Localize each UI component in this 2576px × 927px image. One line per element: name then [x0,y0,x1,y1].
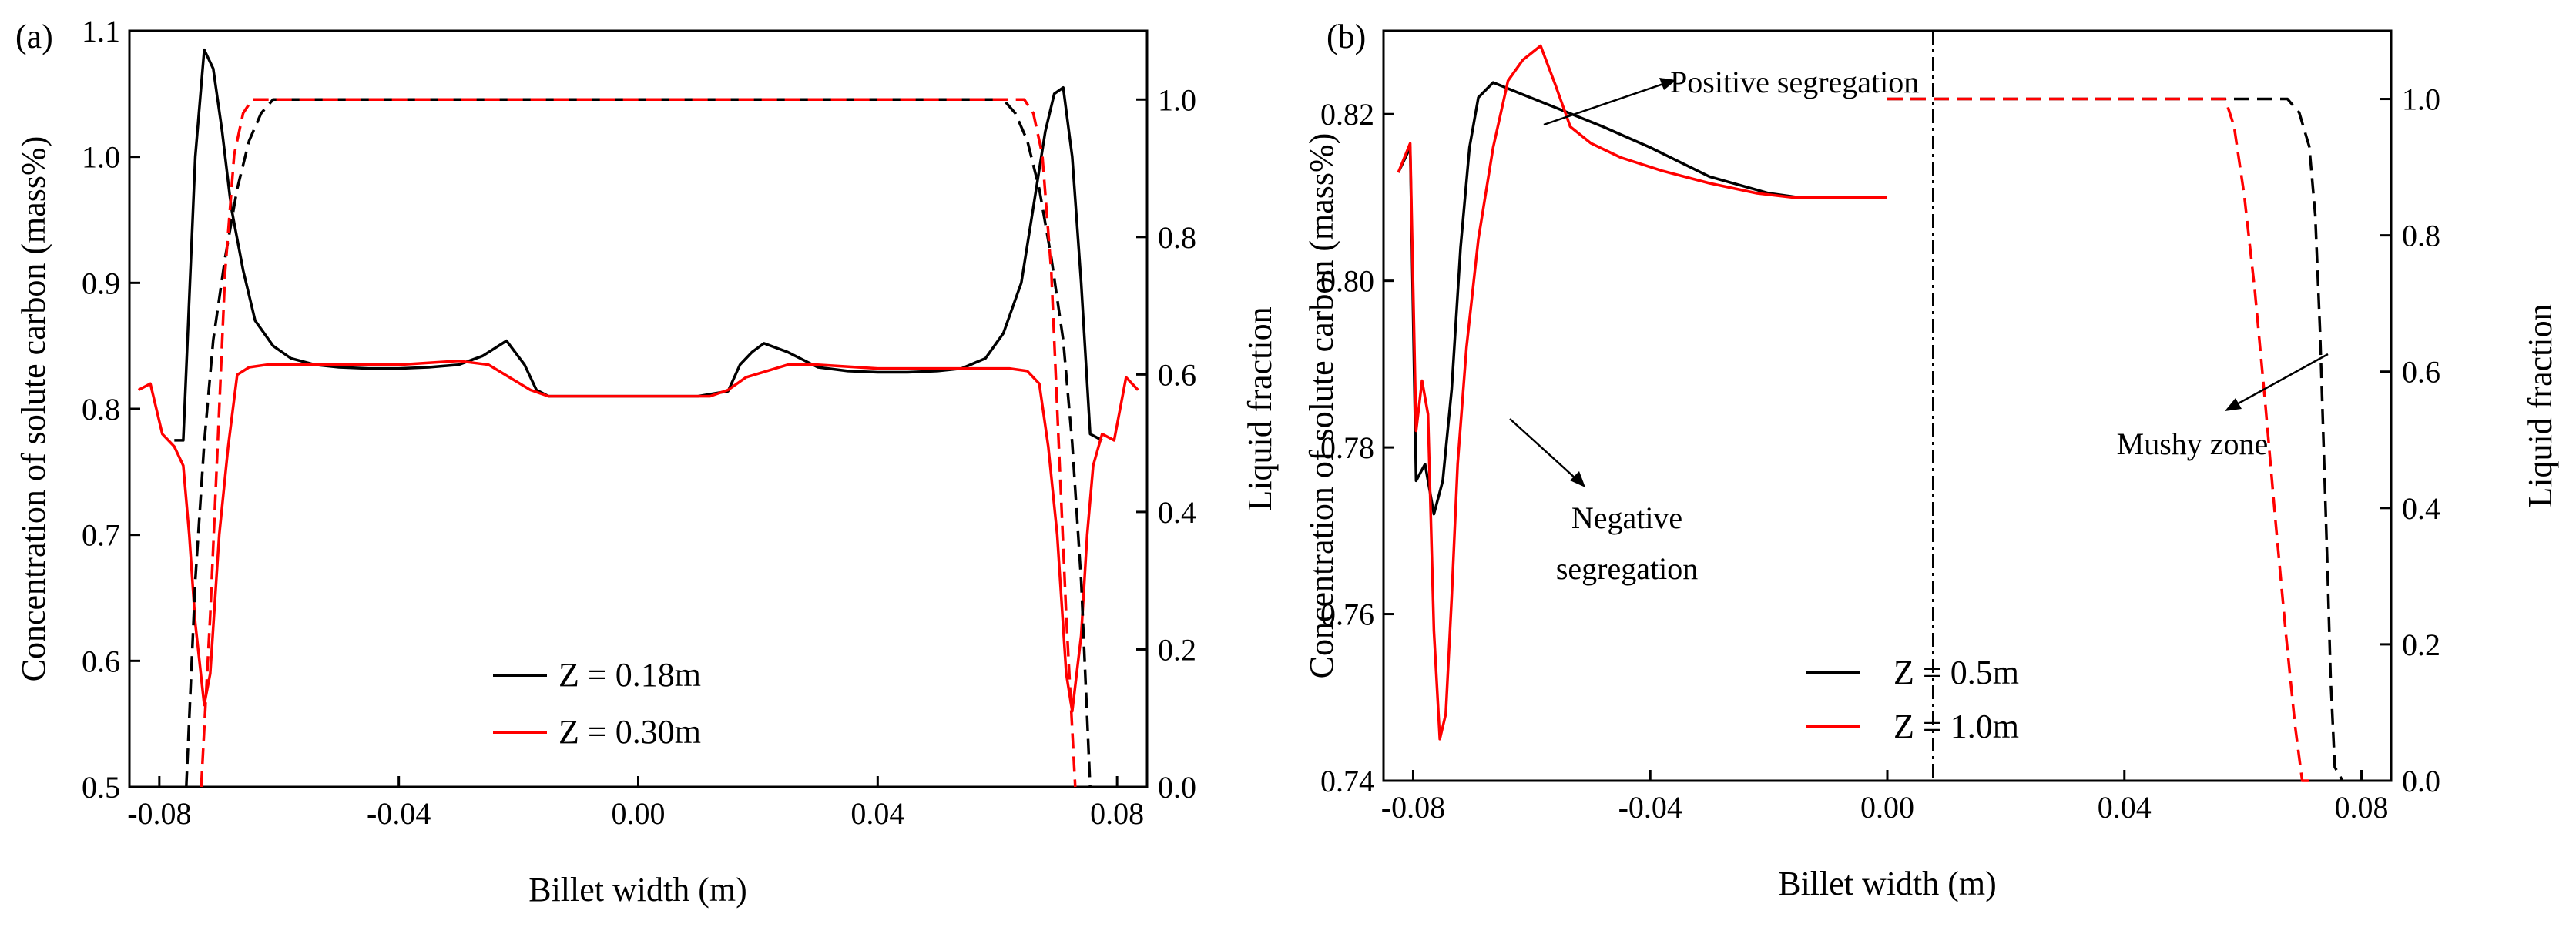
y-right-tick-label-b-1: 0.2 [2402,627,2440,662]
series-line-a-0 [174,48,1103,442]
y-right-tick-label-b-0: 0.0 [2402,764,2440,798]
legend-label-b-1: Z = 1.0m [1893,708,2019,745]
series-group-b [1397,44,2344,782]
x-tick-label-a-2: 0.00 [612,796,666,831]
annotation-arrowhead-mushy [2225,398,2242,411]
y-left-tick-label-b-4: 0.82 [1320,97,1374,132]
y-left-tick-label-b-3: 0.80 [1320,264,1374,299]
annotation-mushy-zone: Mushy zone [2117,353,2329,461]
annotation-arrowhead-positive [1659,78,1676,90]
legend-b: Z = 0.5m Z = 1.0m [1806,654,2019,745]
x-tick-label-b-4: 0.08 [2335,790,2389,825]
series-line-a-3 [200,98,1077,788]
series-line-b-2 [1887,97,2344,781]
panel-label-a: (a) [15,18,53,55]
y-right-tick-label-b-2: 0.4 [2402,491,2440,526]
legend-label-b-0: Z = 0.5m [1893,654,2019,691]
annotation-negative-segregation: Negative segregation [1509,418,1698,586]
annotation-mushy-zone-text: Mushy zone [2117,427,2269,461]
panel-label-b: (b) [1327,18,1366,55]
x-tick-label-b-3: 0.04 [2098,790,2152,825]
y-left-tick-label-a-3: 0.8 [82,392,120,427]
y-right-tick-label-a-2: 0.4 [1158,495,1196,530]
legend-a: Z = 0.18m Z = 0.30m [493,656,701,751]
y-left-tick-label-b-0: 0.74 [1320,764,1374,798]
y-axis-right-label-a: Liquid fraction [1241,306,1279,510]
y-right-tick-label-a-5: 1.0 [1158,82,1196,117]
x-tick-label-a-1: -0.04 [367,796,431,831]
annotation-positive-segregation-text: Positive segregation [1670,65,1919,99]
y-right-tick-label-b-5: 1.0 [2402,82,2440,117]
series-line-b-0 [1397,81,1887,516]
annotation-arrow-negative [1509,418,1577,480]
y-right-tick-label-b-3: 0.6 [2402,355,2440,390]
annotation-arrow-positive [1543,82,1666,126]
panel-b: -0.08 -0.04 0.00 0.04 0.08 0.74 0.76 0.78 0.80 0.… [1303,18,2559,902]
plot-frame-b [1382,29,2393,782]
y-left-tick-label-a-2: 0.7 [82,518,120,553]
y-left-tick-label-b-1: 0.76 [1320,597,1374,632]
annotation-segregation-text: segregation [1556,551,1698,586]
x-tick-label-a-4: 0.08 [1090,796,1144,831]
y-axis-left-label-b: Concentration of solute carbon (mass%) [1303,133,1340,679]
y-left-tick-label-a-6: 1.1 [82,14,120,49]
annotation-arrowhead-negative [1570,471,1585,487]
x-tick-label-b-1: -0.04 [1618,790,1682,825]
y-axis-left-label-a: Concentration of solute carbon (mass%) [15,136,52,682]
annotation-negative-text: Negative [1571,500,1682,535]
y-right-tick-label-a-1: 0.2 [1158,632,1196,667]
y-left-tick-label-a-0: 0.5 [82,770,120,805]
x-tick-label-b-0: -0.08 [1381,790,1445,825]
x-tick-label-a-3: 0.04 [850,796,904,831]
legend-label-a-1: Z = 0.30m [558,713,701,751]
x-axis-label-b: Billet width (m) [1778,865,1997,902]
axis-ticks-a: -0.08 -0.04 0.00 0.04 0.08 0.5 0.6 0.7 0.8 0.9 1.0… [82,14,1196,831]
y-right-tick-label-a-0: 0.0 [1158,770,1196,805]
series-line-b-1 [1397,44,1887,741]
x-tick-label-a-0: -0.08 [127,796,191,831]
y-right-tick-label-b-4: 0.8 [2402,219,2440,253]
y-left-tick-label-a-4: 0.9 [82,266,120,300]
x-tick-label-b-2: 0.00 [1860,790,1914,825]
panel-a: -0.08 -0.04 0.00 0.04 0.08 0.5 0.6 0.7 0.8 0.9 1.0… [15,14,1279,909]
axis-ticks-b: -0.08 -0.04 0.00 0.04 0.08 0.74 0.76 0.78 0.80 0.… [1320,82,2440,825]
y-right-tick-label-a-3: 0.6 [1158,357,1196,392]
y-left-tick-label-a-1: 0.6 [82,644,120,678]
legend-label-a-0: Z = 0.18m [558,656,701,694]
y-left-tick-label-b-2: 0.78 [1320,430,1374,465]
annotation-positive-segregation: Positive segregation [1543,65,1919,126]
y-left-tick-label-a-5: 1.0 [82,140,120,175]
series-group-a [137,48,1139,788]
y-right-tick-label-a-4: 0.8 [1158,220,1196,255]
annotation-arrow-mushy [2235,353,2329,407]
x-axis-label-a: Billet width (m) [528,871,747,909]
series-line-b-3 [1887,97,2309,782]
y-axis-right-label-b: Liquid fraction [2521,303,2559,507]
